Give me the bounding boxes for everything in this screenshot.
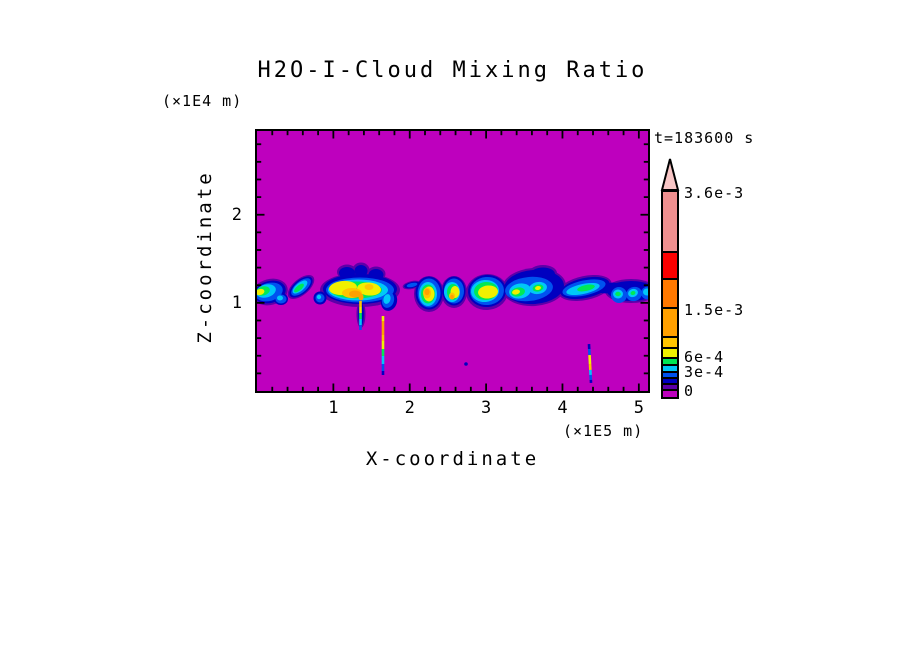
chart-title: H2O-I-Cloud Mixing Ratio — [257, 58, 648, 83]
fall-streak-segment — [359, 307, 362, 313]
colorbar-tick-label: 1.5e-3 — [684, 301, 745, 319]
fall-streak-segment — [587, 348, 591, 356]
fall-streak-segment — [381, 349, 385, 356]
z-tick-label: 2 — [231, 204, 242, 225]
colorbar-segment — [663, 366, 677, 373]
cloud-blob — [316, 294, 322, 300]
colorbar-segment — [663, 309, 677, 338]
colorbar-segment — [663, 192, 677, 253]
colorbar-segment — [663, 391, 677, 397]
fall-streak-segment — [359, 319, 362, 325]
fall-streak-segment — [381, 341, 385, 349]
cloud-blob — [478, 285, 498, 299]
fall-streak-segment — [381, 371, 385, 375]
fall-streak-segment — [588, 363, 592, 371]
cloud-blob — [512, 289, 520, 295]
fall-streak-segment — [381, 364, 385, 371]
cloud-blob — [615, 291, 621, 297]
colorbar-segment — [663, 359, 677, 366]
cloud-blob — [630, 290, 636, 296]
fall-streak — [359, 301, 362, 330]
z-axis-unit-label: (×1E4 m) — [162, 92, 243, 110]
cloud-blob — [358, 293, 364, 301]
cloud-blob — [535, 285, 541, 291]
fall-streak-segment — [589, 379, 593, 384]
colorbar-segment — [663, 349, 677, 359]
x-tick-label: 1 — [328, 398, 339, 418]
colorbar-tick-label: 6e-4 — [684, 348, 725, 366]
fall-streak-segment — [589, 374, 593, 381]
fall-streak-segment — [588, 354, 592, 365]
fall-streak — [381, 316, 385, 375]
colorbar-tick-label: 3e-4 — [684, 363, 725, 381]
z-tick-label: 1 — [231, 292, 242, 313]
colorbar-arrow-shape — [660, 158, 680, 191]
colorbar-segment — [663, 385, 677, 391]
colorbar — [661, 190, 679, 399]
cloud-blob — [257, 288, 265, 296]
cloud-blob — [406, 282, 418, 288]
cloud-blob — [349, 290, 361, 298]
fall-streak-segment — [381, 356, 385, 364]
cloud-blob — [643, 288, 648, 296]
colorbar-segment — [663, 379, 677, 385]
fall-streak-segment — [381, 335, 385, 341]
time-label: t=183600 s — [654, 129, 755, 147]
cloud-blob — [577, 284, 595, 292]
fall-streak-segment — [381, 316, 385, 321]
fall-streak-segment — [587, 343, 591, 350]
cloud-blob — [368, 269, 384, 281]
x-tick-label: 5 — [633, 398, 644, 418]
colorbar-segment — [663, 373, 677, 379]
cloud-blob — [354, 265, 368, 277]
x-tick-label: 2 — [404, 398, 415, 418]
cloud-blob — [450, 294, 454, 300]
plot-area — [255, 129, 650, 393]
contour-plot — [257, 131, 648, 391]
plot-background — [257, 131, 648, 391]
fall-streak — [587, 343, 593, 384]
colorbar-arrow — [660, 158, 680, 191]
fall-streak-segment — [359, 325, 362, 330]
colorbar-tick-label: 3.6e-3 — [684, 184, 745, 202]
colorbar-segment — [663, 338, 677, 349]
colorbar-tick-label: 0 — [684, 382, 695, 400]
fall-streak-segment — [359, 313, 362, 319]
cloud-blob — [294, 283, 304, 293]
x-axis-label: X-coordinate — [365, 448, 540, 470]
x-tick-label: 4 — [557, 398, 568, 418]
fall-streak-segment — [589, 369, 592, 376]
colorbar-segment — [663, 253, 677, 280]
cloud-blob — [383, 294, 391, 304]
cloud-blob — [277, 295, 283, 301]
x-tick-label: 3 — [480, 398, 492, 418]
z-axis-label: Z-coordinate — [194, 170, 216, 344]
x-axis-unit-label: (×1E5 m) — [563, 422, 644, 440]
fall-streak-segment — [381, 321, 385, 335]
cloud-blob — [339, 267, 355, 279]
fall-streak-segment — [359, 301, 362, 307]
cloud-blob — [424, 288, 430, 296]
cloud-blob — [464, 362, 468, 366]
cloud-blob — [364, 284, 374, 290]
colorbar-segment — [663, 280, 677, 309]
